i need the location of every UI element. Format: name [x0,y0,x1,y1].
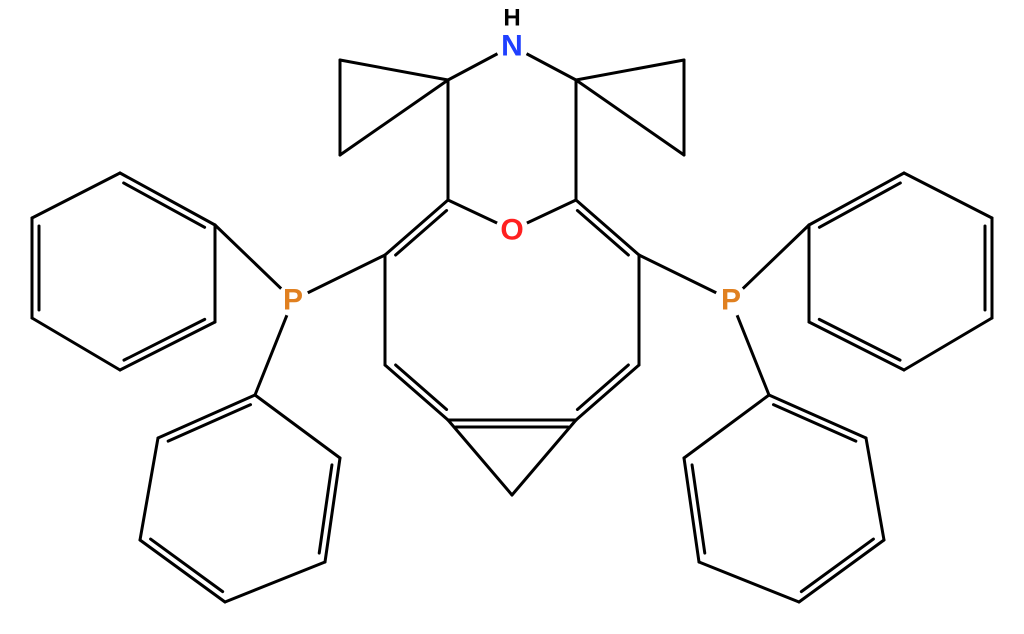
atom-N-label: N [501,30,523,63]
atom-O-label: O [500,214,523,247]
molecule-diagram: NH O P P [0,0,1024,634]
atom-H-label: H [503,5,520,32]
atom-P-label: P [721,284,741,317]
atom-P-label: P [283,284,303,317]
